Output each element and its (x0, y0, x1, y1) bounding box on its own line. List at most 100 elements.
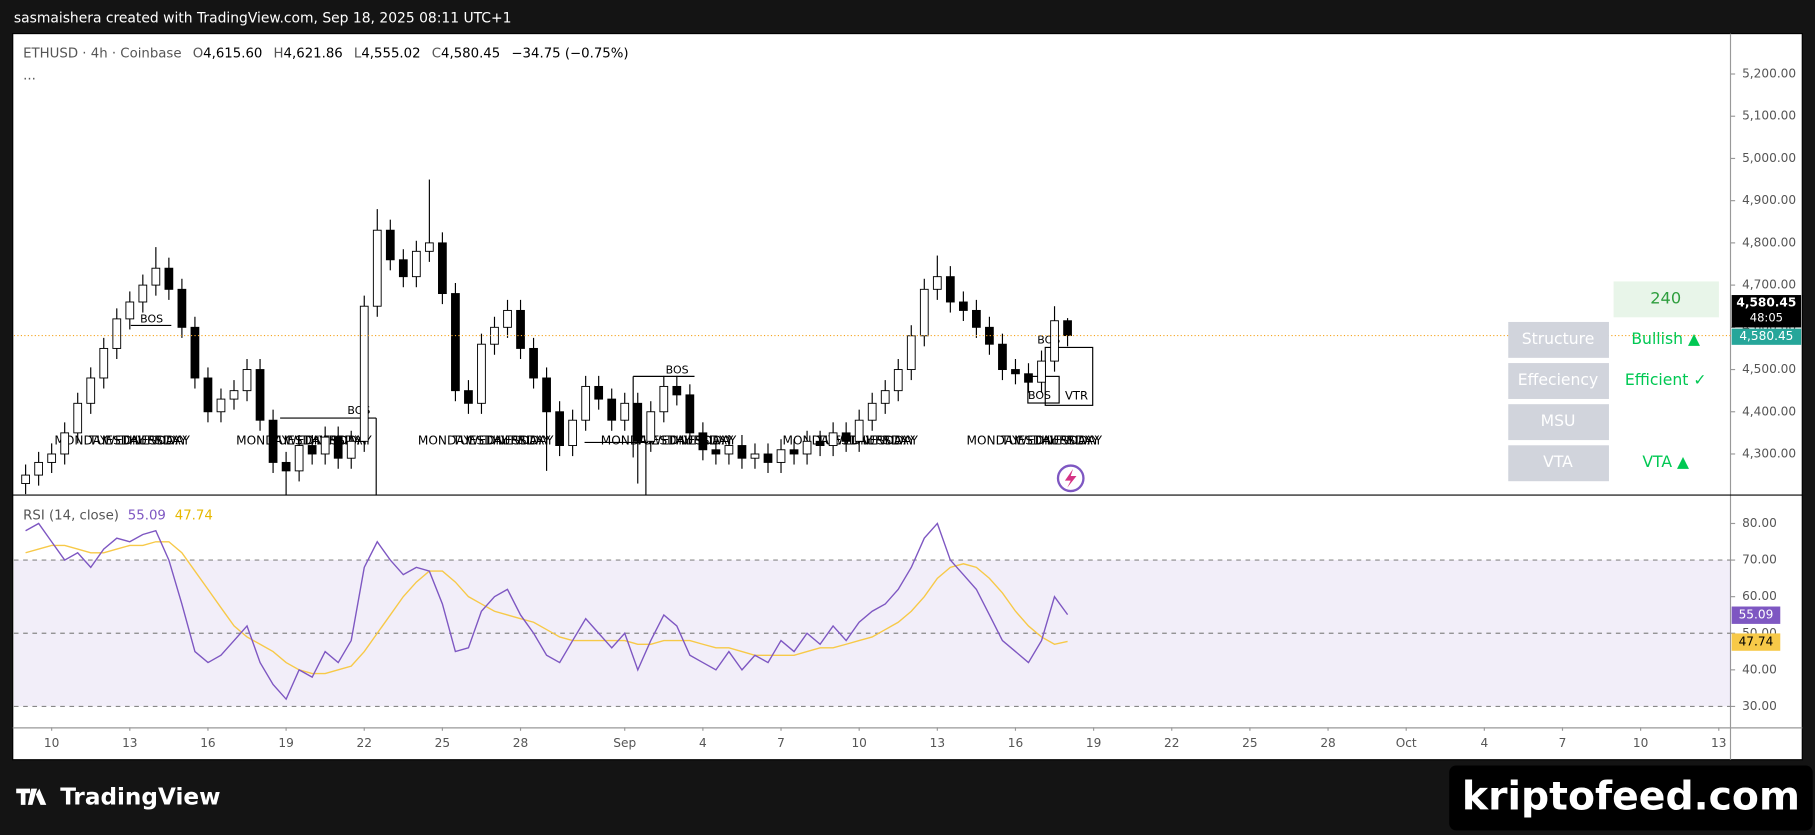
y-tick-label: 4,300.00 (1742, 446, 1796, 460)
y-tick-label: 4,500.00 (1742, 362, 1796, 376)
candle-body (698, 432, 708, 451)
day-label: THURSDAY (1033, 434, 1100, 448)
candle-body (268, 419, 278, 463)
candle-body (47, 453, 57, 463)
candle-body (1063, 320, 1072, 337)
x-tick-label: 7 (1559, 736, 1567, 750)
candle-body (542, 377, 551, 413)
candle-body (906, 335, 916, 371)
candle-body (464, 390, 473, 404)
table-value: Efficient ✓ (1625, 370, 1707, 389)
candle-body (685, 394, 695, 434)
candle-body (594, 385, 604, 400)
candle-body (99, 347, 109, 379)
candle-body (229, 390, 239, 400)
candle-body (242, 369, 252, 392)
day-label: TUESDAY (88, 434, 145, 448)
day-label: TUESDAY (1000, 434, 1057, 448)
legend-value: 4,621.86 (284, 46, 343, 61)
candle-body (385, 229, 395, 261)
footer: TradingView kriptofeed.com (16, 765, 1813, 831)
x-tick-label: 16 (1008, 736, 1023, 750)
candle-body (880, 390, 890, 404)
day-label: MONDAY (418, 434, 472, 448)
vtr-label: VTR (1065, 389, 1088, 403)
candle-body (620, 402, 630, 421)
day-label: WEDNESDAY (103, 434, 181, 448)
legend-more[interactable]: ... (23, 68, 36, 83)
candle-body (998, 343, 1007, 371)
day-label: WEDNESDAY (831, 434, 909, 448)
candle-body (281, 461, 291, 472)
candle-body (216, 398, 226, 413)
candle-body (333, 436, 343, 459)
x-tick-label: 25 (435, 736, 450, 750)
candle-body (854, 419, 864, 442)
x-tick-label: 22 (1164, 736, 1179, 750)
rsi-band-fill (13, 560, 1731, 707)
day-label: THURSDAY (849, 434, 916, 448)
legend-value: 4,615.60 (203, 46, 262, 61)
candle-body (424, 242, 434, 252)
assistant-icon[interactable] (1056, 464, 1085, 493)
x-tick-label: 16 (200, 736, 215, 750)
rsi-ma-line (25, 541, 1068, 675)
table-label: MSU (1541, 411, 1576, 430)
legend-key: O (193, 46, 203, 61)
rsi-y-tick-label: 40.00 (1742, 662, 1777, 676)
candle-body (1037, 360, 1046, 383)
rsi-y-tick-label: 80.00 (1742, 516, 1777, 530)
candle-body (73, 402, 83, 434)
logo-text: TradingView (60, 784, 220, 810)
x-tick-label: 7 (777, 736, 785, 750)
watermark: kriptofeed.com (1462, 774, 1800, 820)
axes: 4,300.004,400.004,500.004,600.004,700.00… (44, 67, 1802, 750)
x-tick-label: 19 (1086, 736, 1101, 750)
x-tick-label: Sep (613, 736, 636, 750)
table-label: Effeciency (1518, 370, 1599, 389)
candle-body (581, 385, 591, 421)
x-tick-label: 13 (1711, 736, 1726, 750)
candle-body (346, 440, 356, 459)
table-label: VTA (1543, 452, 1573, 471)
candle-body (34, 461, 44, 476)
status-table: 240 Structure Bullish ▲ Effeciency Efficient… (1508, 281, 1719, 482)
day-label: FRIDAY (875, 434, 918, 448)
symbol: ETHUSD · 4h · Coinbase (23, 46, 181, 61)
candle-body (633, 402, 643, 442)
x-tick-label: 10 (1633, 736, 1648, 750)
candle-body (919, 288, 929, 337)
rsi-value: 55.09 (128, 508, 166, 523)
candle-body (359, 305, 369, 442)
candle-body (177, 288, 187, 328)
candle-body (555, 411, 564, 447)
icon-bolt (1064, 469, 1077, 488)
candle-body (828, 432, 838, 447)
candle-body (190, 326, 200, 379)
rsi-legend: RSI (14, close) 55.09 47.74 (23, 508, 213, 523)
table-header: 240 (1650, 288, 1681, 307)
y-tick-label: 4,400.00 (1742, 404, 1796, 418)
candle-body (112, 318, 122, 349)
candle-body (841, 432, 851, 442)
y-tick-label: 5,200.00 (1742, 67, 1796, 81)
candle-body (607, 398, 617, 421)
candle-body (529, 347, 538, 379)
candle-body (372, 229, 382, 307)
day-label: MONDAY (967, 434, 1021, 448)
y-tick-label: 4,900.00 (1742, 193, 1796, 207)
candle-body (724, 445, 734, 455)
candle-body (164, 267, 174, 290)
candle-body (320, 436, 330, 455)
candle-body (398, 259, 408, 278)
candle-body (477, 343, 486, 404)
x-tick-label: 10 (44, 736, 59, 750)
day-label: FRIDAY (510, 434, 553, 448)
candle-body (21, 474, 30, 485)
table-label-cell (1508, 321, 1609, 358)
table-label-cell (1508, 445, 1609, 482)
day-label: FRIDAY (1059, 434, 1102, 448)
table-value: VTA ▲ (1642, 452, 1689, 471)
y-tick-label: 5,000.00 (1742, 151, 1796, 165)
